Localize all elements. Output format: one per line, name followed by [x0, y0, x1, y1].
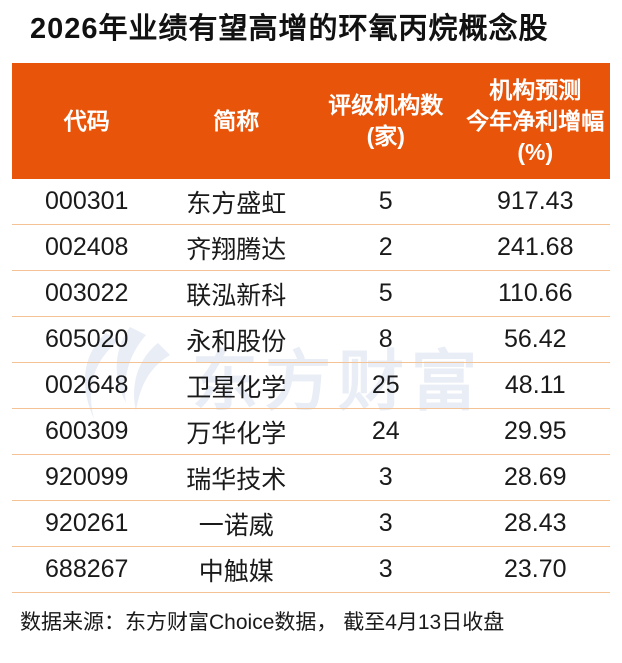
- cell-agencies: 5: [378, 187, 393, 215]
- page-title: 2026年业绩有望高增的环氧丙烷概念股: [30, 13, 549, 45]
- cell-growth: 917.43: [497, 187, 574, 215]
- cell-name: 万华化学: [186, 419, 287, 448]
- cell-growth: 241.68: [497, 233, 574, 261]
- table-row: 003022 联泓新科 5 110.66: [12, 271, 610, 317]
- table-row: 688267 中触媒 3 23.70: [12, 547, 610, 593]
- cell-name: 永和股份: [186, 327, 287, 356]
- table-row: 920099 瑞华技术 3 28.69: [12, 455, 610, 501]
- data-source-note: 数据来源：东方财富Choice数据， 截至4月13日收盘: [20, 611, 505, 634]
- table-header-row: 代码 简称 评级机构数 (家) 机构预测 今年净利增幅 (%): [12, 63, 610, 179]
- cell-agencies: 5: [378, 279, 393, 307]
- cell-agencies: 3: [378, 509, 393, 537]
- cell-growth: 29.95: [503, 417, 567, 445]
- cell-agencies: 8: [378, 325, 393, 353]
- cell-name: 齐翔腾达: [186, 235, 287, 264]
- cell-code: 002408: [45, 233, 129, 261]
- table-row: 600309 万华化学 24 29.95: [12, 409, 610, 455]
- header-cell-growth: 机构预测 今年净利增幅 (%): [466, 76, 605, 165]
- header-cell-agencies: 评级机构数 (家): [328, 92, 444, 149]
- cell-agencies: 2: [378, 233, 393, 261]
- cell-name: 卫星化学: [186, 373, 287, 402]
- table-row: 000301 东方盛虹 5 917.43: [12, 179, 610, 225]
- table-row: 002408 齐翔腾达 2 241.68: [12, 225, 610, 271]
- cell-code: 920099: [45, 463, 129, 491]
- cell-name: 一诺威: [198, 511, 274, 540]
- cell-growth: 110.66: [497, 279, 573, 307]
- header-cell-name: 简称: [213, 107, 260, 134]
- cell-growth: 48.11: [504, 371, 566, 399]
- cell-growth: 28.69: [503, 463, 567, 491]
- cell-code: 688267: [45, 555, 129, 583]
- cell-growth: 28.43: [503, 509, 567, 537]
- cell-agencies: 24: [371, 417, 400, 445]
- header-cell-code: 代码: [63, 107, 110, 134]
- cell-name: 瑞华技术: [186, 465, 287, 494]
- cell-code: 003022: [45, 279, 129, 307]
- table-row: 605020 永和股份 8 56.42: [12, 317, 610, 363]
- cell-name: 东方盛虹: [186, 189, 287, 218]
- cell-code: 600309: [45, 417, 129, 445]
- cell-growth: 56.42: [503, 325, 567, 353]
- cell-name: 联泓新科: [186, 281, 287, 310]
- cell-code: 920261: [45, 509, 129, 537]
- cell-code: 605020: [45, 325, 129, 353]
- table-row: 920261 一诺威 3 28.43: [12, 501, 610, 547]
- cell-code: 000301: [45, 187, 129, 215]
- cell-agencies: 25: [371, 371, 400, 399]
- cell-code: 002648: [45, 371, 129, 399]
- table-row: 002648 卫星化学 25 48.11: [12, 363, 610, 409]
- cell-name: 中触媒: [198, 557, 274, 586]
- cell-agencies: 3: [378, 463, 393, 491]
- cell-agencies: 3: [378, 555, 393, 583]
- stock-table: 代码 简称 评级机构数 (家) 机构预测 今年净利增幅 (%) 000301 东…: [12, 63, 610, 593]
- cell-growth: 23.70: [503, 555, 567, 583]
